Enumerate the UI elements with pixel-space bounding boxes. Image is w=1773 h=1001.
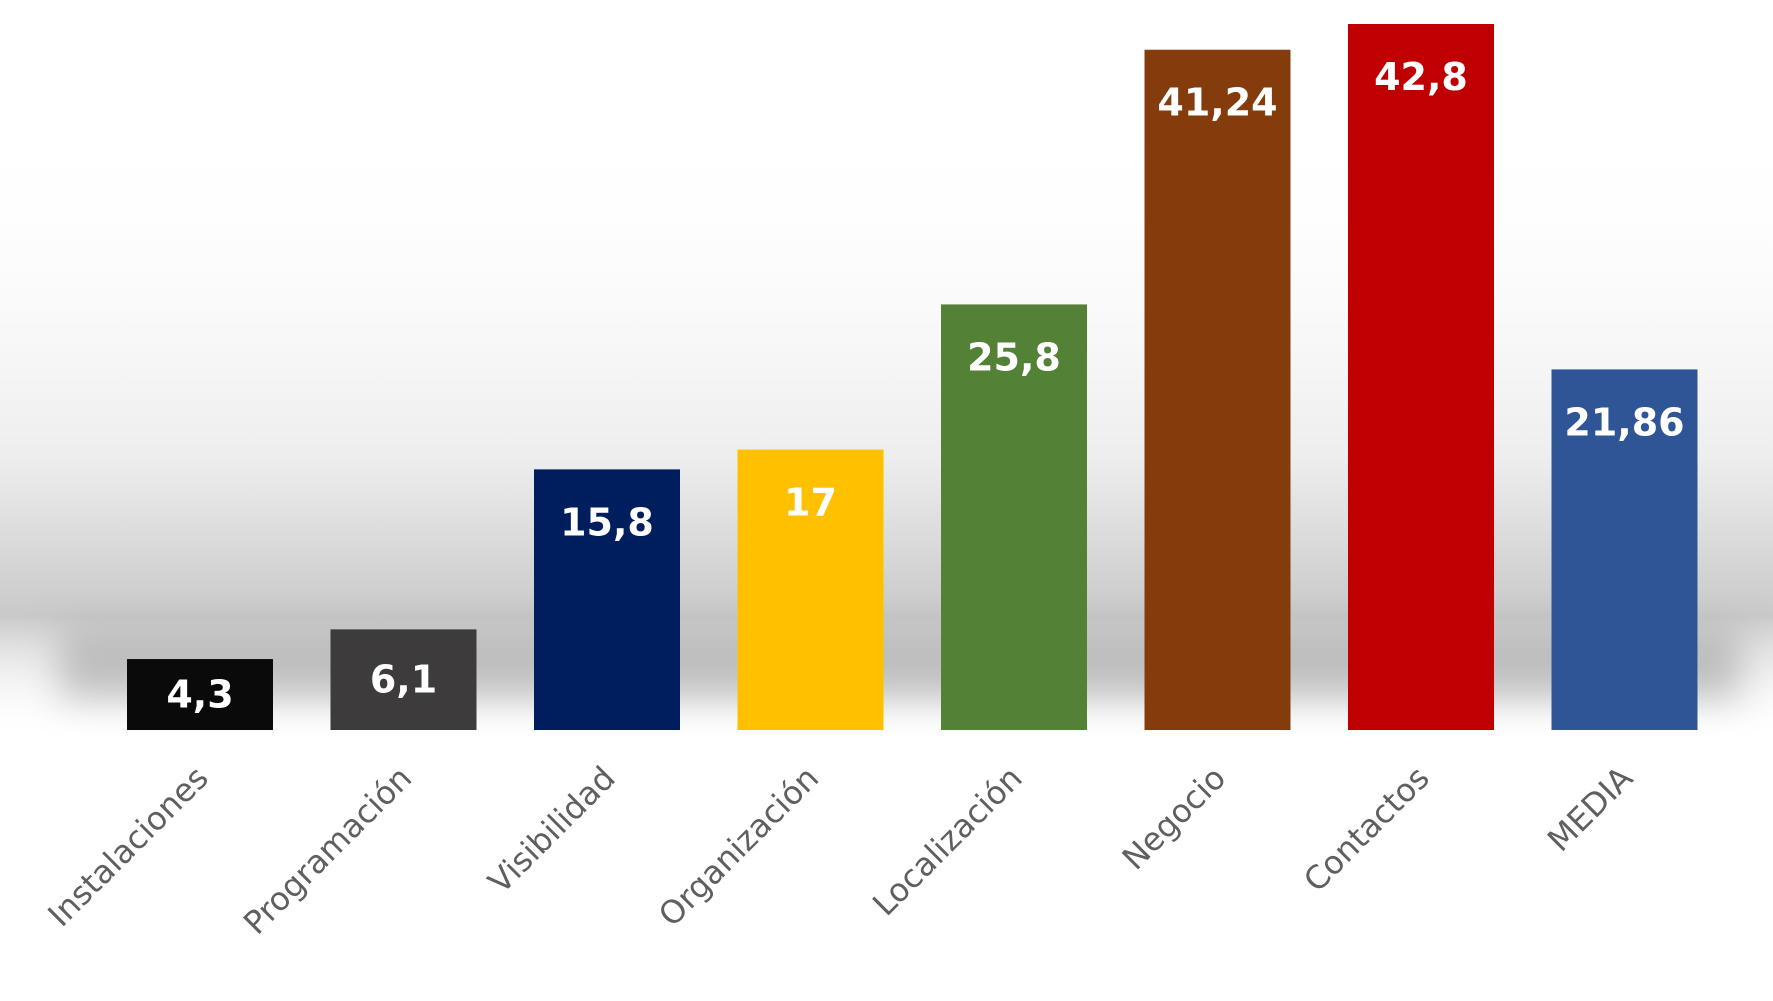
category-label-instalaciones: Instalaciones [40,759,215,934]
bar-organización [737,449,884,730]
bar-programación [330,629,477,730]
category-labels-group: Instalaciones Programación Visibilidad Orga… [40,759,1640,942]
value-label-organización: 17 [784,481,837,525]
value-label-contactos: 42,8 [1374,55,1468,99]
value-label-visibilidad: 15,8 [560,500,654,544]
bar-instalaciones [127,659,273,730]
value-labels-group: 4,3 6,1 15,8 17 25,8 41,24 42,8 21,86 [166,55,1684,717]
category-label-negocio: Negocio [1115,759,1233,877]
category-label-visibilidad: Visibilidad [481,759,623,901]
bar-visibilidad [534,469,680,730]
category-label-localización: Localización [865,759,1029,923]
category-label-programación: Programación [236,759,419,942]
bar-localización [941,304,1087,730]
value-label-programación: 6,1 [370,658,437,702]
bar-media [1551,369,1698,730]
category-label-organización: Organización [651,759,826,934]
category-label-media: MEDIA [1540,759,1640,859]
bar-negocio [1144,49,1291,730]
value-label-media: 21,86 [1564,400,1684,444]
bars-group [127,24,1698,730]
bar-contactos [1348,24,1494,730]
value-label-negocio: 41,24 [1157,81,1277,125]
value-label-localización: 25,8 [967,335,1061,379]
category-label-contactos: Contactos [1296,759,1437,900]
value-label-instalaciones: 4,3 [166,673,233,717]
